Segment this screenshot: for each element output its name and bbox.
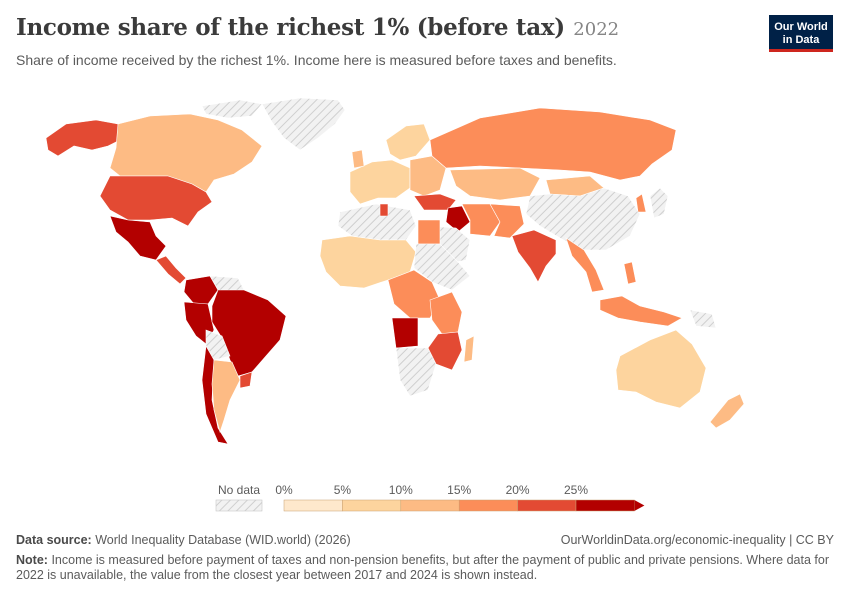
world-map[interactable]: [0, 92, 850, 477]
chart-year: 2022: [573, 19, 620, 40]
owid-logo[interactable]: Our World in Data: [769, 15, 833, 52]
region-turkey[interactable]: [413, 193, 457, 211]
chart-title: Income share of the richest 1% (before t…: [16, 14, 565, 41]
legend-bin: [400, 499, 460, 512]
region-madagascar[interactable]: [463, 335, 475, 363]
legend-bin: [575, 499, 635, 512]
region-egypt[interactable]: [417, 219, 441, 245]
footnote: Note: Income is measured before payment …: [16, 553, 834, 583]
region-east-africa[interactable]: [429, 291, 463, 335]
chart-subtitle: Share of income received by the richest …: [16, 52, 617, 68]
region-japan[interactable]: [649, 187, 669, 219]
note-text: Income is measured before payment of tax…: [16, 553, 829, 582]
region-central-america[interactable]: [155, 255, 187, 285]
region-china[interactable]: [525, 187, 641, 251]
region-uk[interactable]: [351, 149, 365, 169]
region-russia[interactable]: [429, 107, 677, 181]
region-india[interactable]: [511, 229, 557, 283]
chart-title-row: Income share of the richest 1% (before t…: [16, 14, 619, 41]
data-source-label: Data source:: [16, 533, 92, 547]
logo-line-1: Our World: [774, 21, 828, 33]
legend-tick-label: 20%: [506, 483, 530, 497]
region-tunisia[interactable]: [379, 203, 389, 217]
region-new-zealand[interactable]: [709, 393, 745, 429]
legend-bin: [458, 499, 518, 512]
logo-line-2: in Data: [782, 34, 820, 46]
region-bolivia[interactable]: [205, 329, 231, 361]
region-kazakhstan[interactable]: [449, 167, 541, 201]
legend-bin: [342, 499, 402, 512]
region-iraq[interactable]: [445, 205, 471, 233]
region-korea[interactable]: [635, 193, 647, 213]
region-southern-africa[interactable]: [395, 347, 437, 397]
legend-no-data-label: No data: [218, 483, 260, 497]
region-canada[interactable]: [109, 113, 263, 193]
region-indonesia[interactable]: [599, 295, 683, 327]
legend-tick-label: 0%: [275, 483, 293, 497]
legend-tick-label: 15%: [447, 483, 471, 497]
legend-tick-label: 25%: [564, 483, 588, 497]
legend-bin: [283, 499, 343, 512]
region-scandinavia[interactable]: [385, 123, 431, 161]
region-sudan-horn[interactable]: [413, 243, 471, 291]
region-afghanistan-pakistan[interactable]: [489, 203, 525, 239]
region-philippines[interactable]: [623, 261, 637, 285]
region-arctic-islands[interactable]: [201, 99, 263, 119]
note-label: Note:: [16, 553, 48, 567]
region-united-states[interactable]: [99, 175, 213, 227]
legend-arrow: [634, 500, 645, 511]
region-western-europe[interactable]: [349, 159, 411, 205]
region-argentina[interactable]: [211, 359, 241, 434]
legend-tick-label: 10%: [389, 483, 413, 497]
region-australia[interactable]: [615, 329, 707, 409]
data-source-text: World Inequality Database (WID.world) (2…: [95, 533, 351, 547]
region-angola[interactable]: [391, 317, 419, 349]
region-uruguay[interactable]: [239, 371, 253, 389]
region-papua-new-guinea[interactable]: [689, 309, 717, 329]
legend-tick-label: 5%: [334, 483, 352, 497]
legend-bin: [517, 499, 577, 512]
region-north-africa[interactable]: [337, 203, 417, 241]
region-greenland[interactable]: [261, 97, 346, 151]
source-url-link[interactable]: OurWorldinData.org/economic-inequality |…: [560, 533, 834, 547]
legend-no-data-swatch: [215, 499, 263, 512]
data-source: Data source: World Inequality Database (…: [16, 533, 351, 547]
region-southeast-asia[interactable]: [565, 237, 605, 293]
region-alaska[interactable]: [45, 119, 121, 157]
region-mexico[interactable]: [109, 215, 167, 261]
chart-footer: Data source: World Inequality Database (…: [16, 533, 834, 583]
